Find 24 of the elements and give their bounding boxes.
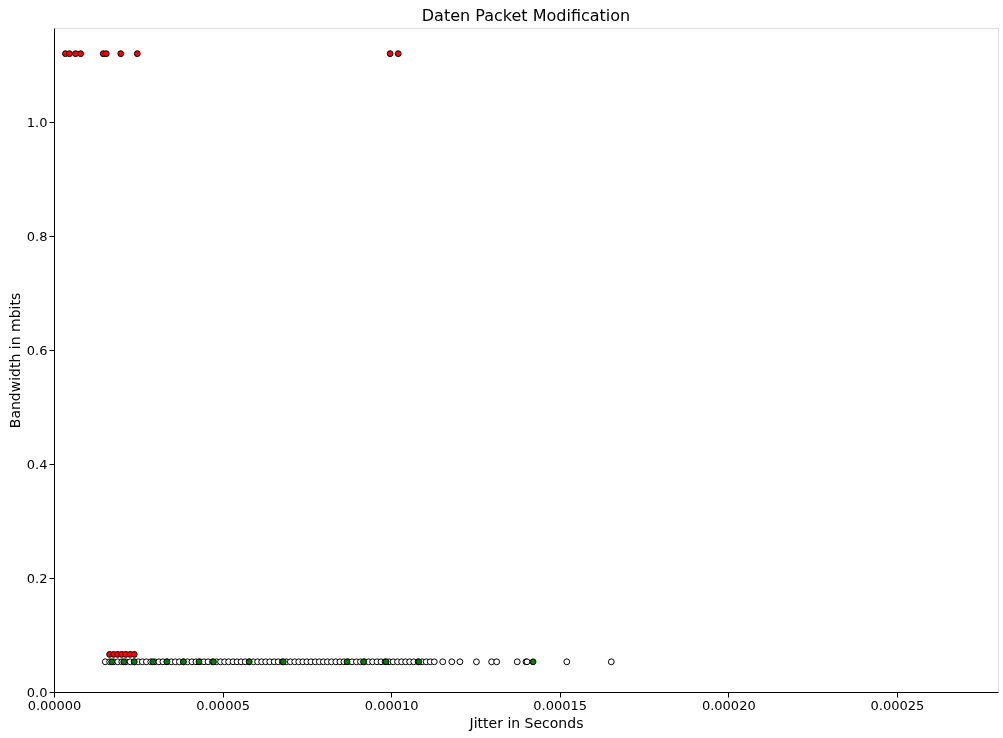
x-tick-label: 0.00015 bbox=[533, 697, 588, 713]
x-tick-label: 0.00020 bbox=[701, 697, 756, 713]
x-tick-label: 0.00010 bbox=[364, 697, 419, 713]
point bbox=[72, 50, 79, 58]
x-axis-title: Jitter in Seconds bbox=[468, 714, 584, 731]
point bbox=[386, 50, 394, 58]
chart-title: Daten Packet Modification bbox=[421, 6, 631, 25]
x-tick-label: 0.00025 bbox=[870, 697, 925, 713]
y-tick-label: 0.8 bbox=[26, 228, 48, 244]
point bbox=[394, 50, 402, 58]
y-tick-label: 0.0 bbox=[26, 684, 48, 700]
y-tick-label: 0.6 bbox=[26, 342, 48, 358]
point bbox=[529, 658, 537, 666]
point bbox=[66, 50, 73, 58]
y-tick-label: 0.2 bbox=[26, 570, 48, 586]
x-tick-label: 0.00000 bbox=[27, 697, 82, 713]
y-tick-label: 1.0 bbox=[26, 114, 48, 130]
y-tick-label: 0.4 bbox=[26, 456, 48, 472]
point bbox=[77, 50, 85, 58]
point bbox=[130, 650, 138, 658]
y-axis-title: Bandwidth in mbits bbox=[6, 292, 23, 429]
x-tick-label: 0.00005 bbox=[196, 697, 250, 713]
point bbox=[133, 50, 141, 58]
point bbox=[117, 50, 125, 58]
